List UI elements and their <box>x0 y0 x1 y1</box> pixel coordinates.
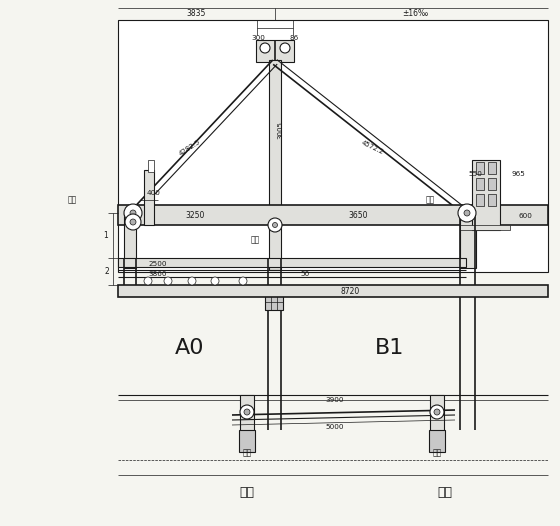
Circle shape <box>280 43 290 53</box>
Bar <box>472 160 500 230</box>
Circle shape <box>260 43 270 53</box>
Circle shape <box>240 405 254 419</box>
Circle shape <box>130 219 136 225</box>
Bar <box>488 194 496 206</box>
Bar <box>118 20 548 272</box>
Text: 后端: 后端 <box>240 485 254 499</box>
Bar <box>148 160 154 172</box>
Text: 600: 600 <box>518 213 532 219</box>
Text: 1: 1 <box>104 231 109 240</box>
Text: 965: 965 <box>511 171 525 177</box>
Text: 5000: 5000 <box>326 424 344 430</box>
Circle shape <box>434 409 440 415</box>
Bar <box>239 430 255 452</box>
Bar <box>240 395 254 435</box>
Text: 3835: 3835 <box>186 9 206 18</box>
Text: 3250: 3250 <box>185 210 205 219</box>
Bar <box>118 285 548 297</box>
Text: 3650: 3650 <box>348 210 368 219</box>
Circle shape <box>239 277 247 285</box>
Bar <box>488 162 496 174</box>
Circle shape <box>273 222 278 228</box>
Bar <box>256 40 294 62</box>
Text: 4282.5: 4282.5 <box>178 139 202 157</box>
Text: 测点: 测点 <box>432 449 442 458</box>
Text: 400: 400 <box>147 190 161 196</box>
Bar <box>265 290 283 310</box>
Bar <box>269 60 281 270</box>
Text: 2500: 2500 <box>149 261 167 267</box>
Circle shape <box>164 277 172 285</box>
Circle shape <box>144 277 152 285</box>
Bar <box>476 162 484 174</box>
Text: 86: 86 <box>290 35 298 41</box>
Text: 4572.2: 4572.2 <box>360 140 384 156</box>
Bar <box>476 194 484 206</box>
Bar <box>460 213 476 268</box>
Bar <box>429 430 445 452</box>
Bar <box>129 220 134 228</box>
Bar <box>460 225 510 230</box>
Text: 300: 300 <box>251 35 265 41</box>
Text: 8720: 8720 <box>340 287 360 296</box>
Circle shape <box>211 277 219 285</box>
Text: 测点: 测点 <box>250 236 260 245</box>
Text: 3900: 3900 <box>326 397 344 403</box>
Circle shape <box>430 405 444 419</box>
Circle shape <box>125 214 141 230</box>
Bar <box>430 395 444 435</box>
Circle shape <box>464 210 470 216</box>
Text: 测点: 测点 <box>426 196 435 205</box>
Circle shape <box>188 277 196 285</box>
Text: 3005: 3005 <box>277 121 283 139</box>
Bar <box>118 258 466 267</box>
Bar <box>124 213 136 268</box>
Circle shape <box>244 409 250 415</box>
Text: 测点: 测点 <box>242 449 251 458</box>
Text: B1: B1 <box>375 338 405 358</box>
Text: 前端: 前端 <box>437 485 452 499</box>
Circle shape <box>130 210 136 216</box>
Circle shape <box>124 204 142 222</box>
Text: A0: A0 <box>175 338 205 358</box>
Bar <box>144 170 154 225</box>
Text: 50: 50 <box>300 271 310 277</box>
Text: 3860: 3860 <box>149 271 167 277</box>
Bar <box>488 178 496 190</box>
Text: ±16‰: ±16‰ <box>402 9 428 18</box>
Bar <box>118 205 548 225</box>
Bar <box>476 178 484 190</box>
Text: 550: 550 <box>468 171 482 177</box>
Text: 测点: 测点 <box>67 196 77 205</box>
Circle shape <box>268 218 282 232</box>
Circle shape <box>458 204 476 222</box>
Text: 2: 2 <box>105 267 109 276</box>
